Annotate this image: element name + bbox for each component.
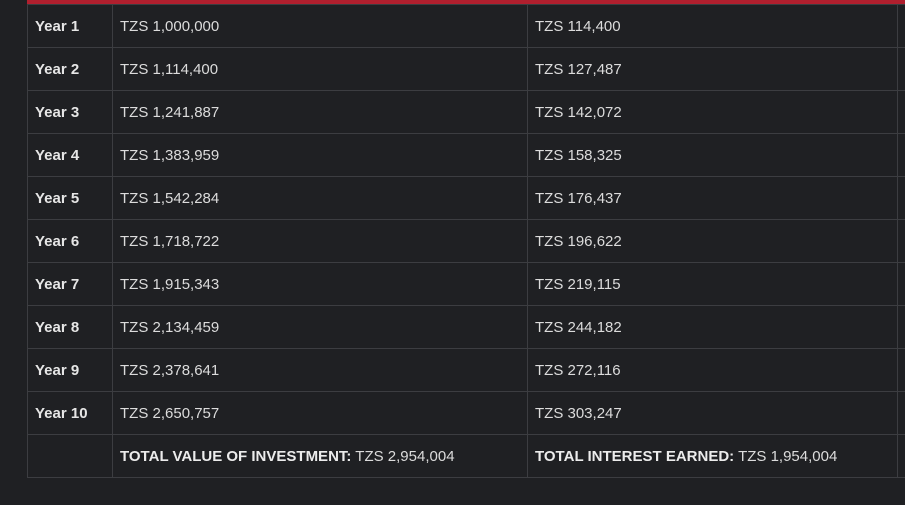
edge-cell bbox=[897, 176, 905, 220]
value-cell: TZS 2,650,757 bbox=[112, 391, 528, 435]
total-interest-value: TZS 1,954,004 bbox=[734, 447, 838, 465]
year-cell: Year 2 bbox=[27, 47, 113, 91]
table-row: Year 9 TZS 2,378,641 TZS 272,116 bbox=[27, 348, 905, 392]
year-cell: Year 8 bbox=[27, 305, 113, 349]
value-cell: TZS 1,000,000 bbox=[112, 4, 528, 48]
value-cell: TZS 2,378,641 bbox=[112, 348, 528, 392]
table-row: Year 6 TZS 1,718,722 TZS 196,622 bbox=[27, 219, 905, 263]
value-cell: TZS 1,542,284 bbox=[112, 176, 528, 220]
year-cell: Year 10 bbox=[27, 391, 113, 435]
table-row: Year 7 TZS 1,915,343 TZS 219,115 bbox=[27, 262, 905, 306]
value-cell: TZS 2,134,459 bbox=[112, 305, 528, 349]
edge-cell bbox=[897, 348, 905, 392]
value-cell: TZS 1,383,959 bbox=[112, 133, 528, 177]
interest-cell: TZS 196,622 bbox=[527, 219, 898, 263]
table-row: Year 4 TZS 1,383,959 TZS 158,325 bbox=[27, 133, 905, 177]
edge-cell bbox=[897, 219, 905, 263]
table-row: Year 5 TZS 1,542,284 TZS 176,437 bbox=[27, 176, 905, 220]
accent-bar bbox=[27, 0, 905, 4]
year-cell: Year 4 bbox=[27, 133, 113, 177]
edge-cell bbox=[897, 391, 905, 435]
interest-cell: TZS 142,072 bbox=[527, 90, 898, 134]
totals-empty-cell bbox=[27, 434, 113, 478]
interest-cell: TZS 303,247 bbox=[527, 391, 898, 435]
totals-row: TOTAL VALUE OF INVESTMENT: TZS 2,954,004… bbox=[27, 434, 905, 478]
edge-cell bbox=[897, 133, 905, 177]
interest-cell: TZS 219,115 bbox=[527, 262, 898, 306]
table-footer: TOTAL VALUE OF INVESTMENT: TZS 2,954,004… bbox=[27, 434, 905, 478]
table-row: Year 8 TZS 2,134,459 TZS 244,182 bbox=[27, 305, 905, 349]
total-investment-value: TZS 2,954,004 bbox=[351, 447, 455, 465]
edge-cell bbox=[897, 434, 905, 478]
interest-cell: TZS 127,487 bbox=[527, 47, 898, 91]
year-cell: Year 7 bbox=[27, 262, 113, 306]
value-cell: TZS 1,915,343 bbox=[112, 262, 528, 306]
total-investment-cell: TOTAL VALUE OF INVESTMENT: TZS 2,954,004 bbox=[112, 434, 528, 478]
total-interest-cell: TOTAL INTEREST EARNED: TZS 1,954,004 bbox=[527, 434, 898, 478]
interest-cell: TZS 114,400 bbox=[527, 4, 898, 48]
edge-cell bbox=[897, 4, 905, 48]
table-row: Year 2 TZS 1,114,400 TZS 127,487 bbox=[27, 47, 905, 91]
value-cell: TZS 1,718,722 bbox=[112, 219, 528, 263]
edge-cell bbox=[897, 262, 905, 306]
value-cell: TZS 1,114,400 bbox=[112, 47, 528, 91]
table-body: Year 1 TZS 1,000,000 TZS 114,400 Year 2 TZS … bbox=[27, 4, 905, 435]
interest-cell: TZS 272,116 bbox=[527, 348, 898, 392]
edge-cell bbox=[897, 305, 905, 349]
interest-cell: TZS 158,325 bbox=[527, 133, 898, 177]
year-cell: Year 3 bbox=[27, 90, 113, 134]
year-cell: Year 9 bbox=[27, 348, 113, 392]
year-cell: Year 1 bbox=[27, 4, 113, 48]
investment-table: Year 1 TZS 1,000,000 TZS 114,400 Year 2 TZS … bbox=[27, 4, 905, 478]
table-row: Year 1 TZS 1,000,000 TZS 114,400 bbox=[27, 4, 905, 48]
edge-cell bbox=[897, 90, 905, 134]
interest-cell: TZS 244,182 bbox=[527, 305, 898, 349]
edge-cell bbox=[897, 47, 905, 91]
table-row: Year 10 TZS 2,650,757 TZS 303,247 bbox=[27, 391, 905, 435]
total-interest-label: TOTAL INTEREST EARNED: bbox=[535, 447, 735, 465]
year-cell: Year 6 bbox=[27, 219, 113, 263]
interest-cell: TZS 176,437 bbox=[527, 176, 898, 220]
total-investment-label: TOTAL VALUE OF INVESTMENT: bbox=[120, 447, 352, 465]
year-cell: Year 5 bbox=[27, 176, 113, 220]
table-row: Year 3 TZS 1,241,887 TZS 142,072 bbox=[27, 90, 905, 134]
value-cell: TZS 1,241,887 bbox=[112, 90, 528, 134]
